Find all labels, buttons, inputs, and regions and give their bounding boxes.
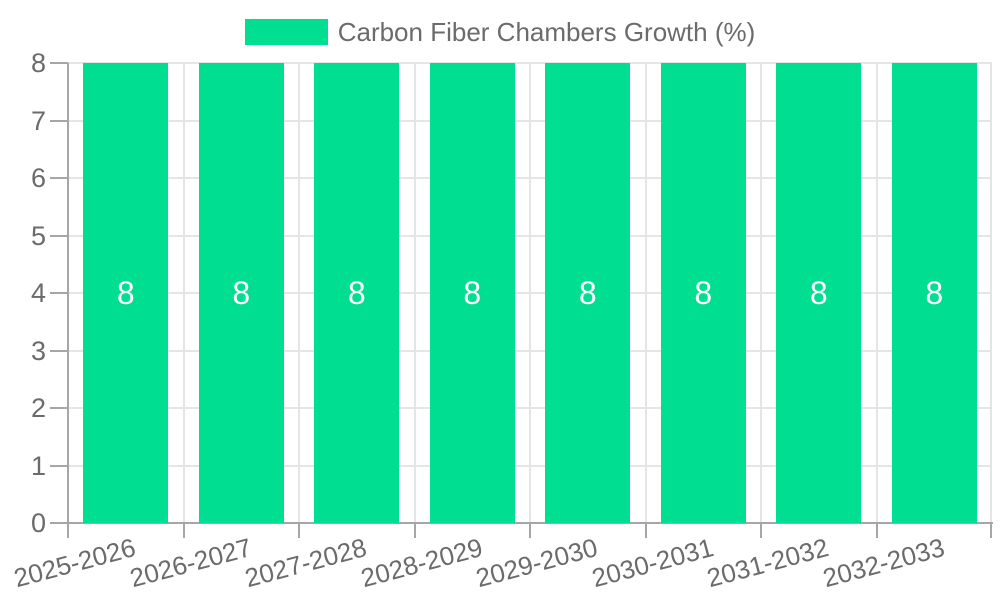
gridline-v xyxy=(875,63,878,523)
x-tick-mark xyxy=(298,523,300,538)
y-axis-label: 7 xyxy=(30,105,46,136)
gridline-v xyxy=(990,63,992,523)
x-axis-label: 2028-2029 xyxy=(357,532,486,594)
legend-label: Carbon Fiber Chambers Growth (%) xyxy=(337,17,756,47)
x-axis-label: 2027-2028 xyxy=(242,532,370,594)
x-axis-label: 2032-2033 xyxy=(819,532,948,594)
y-axis-label: 0 xyxy=(30,508,46,538)
x-axis-label: 2030-2031 xyxy=(588,532,717,594)
y-axis-label: 6 xyxy=(30,163,46,193)
y-axis-label: 3 xyxy=(30,335,46,366)
y-tick-mark xyxy=(50,62,68,64)
gridline-v xyxy=(413,63,416,523)
y-tick-mark xyxy=(50,234,68,237)
gridline-v xyxy=(529,63,531,523)
bar-value-label: 8 xyxy=(232,274,251,311)
bar-2031-2032[interactable]: 8 xyxy=(776,63,862,523)
bar-value-label: 8 xyxy=(578,274,597,311)
bar-2026-2027[interactable]: 8 xyxy=(198,63,284,523)
x-axis-line xyxy=(67,522,993,524)
bar-value-label: 8 xyxy=(809,274,828,311)
x-axis-label: 2026-2027 xyxy=(126,532,255,594)
bar-2028-2029[interactable]: 8 xyxy=(429,63,515,523)
legend-swatch-icon xyxy=(244,19,328,45)
x-tick-mark xyxy=(760,523,762,538)
legend-item[interactable]: Carbon Fiber Chambers Growth (%) xyxy=(0,19,1000,45)
x-tick-mark xyxy=(182,523,185,538)
bar-value-label: 8 xyxy=(925,274,944,311)
x-axis-label: 2031-2032 xyxy=(704,532,832,594)
x-tick-mark xyxy=(529,523,531,538)
x-tick-mark xyxy=(644,523,647,538)
bar-2027-2028[interactable]: 8 xyxy=(314,63,400,523)
bar-value-label: 8 xyxy=(463,274,482,311)
gridline-v xyxy=(182,63,185,523)
bar-2030-2031[interactable]: 8 xyxy=(660,63,746,523)
x-tick-mark xyxy=(990,523,992,538)
y-tick-mark xyxy=(50,177,68,179)
gridline-v xyxy=(298,63,300,523)
x-axis-label: 2025-2026 xyxy=(11,532,139,594)
y-tick-mark xyxy=(50,407,68,409)
y-axis-line xyxy=(67,63,69,538)
gridline-v xyxy=(644,63,647,523)
y-axis-label: 8 xyxy=(30,48,46,78)
bar-2025-2026[interactable]: 8 xyxy=(83,63,169,523)
y-axis-label: 1 xyxy=(30,450,46,481)
bar-value-label: 8 xyxy=(347,274,366,311)
bar-2032-2033[interactable]: 8 xyxy=(891,63,977,523)
x-axis-label: 2029-2030 xyxy=(473,532,601,594)
y-tick-mark xyxy=(50,292,68,294)
y-axis-label: 2 xyxy=(30,393,46,423)
x-tick-mark xyxy=(875,523,878,538)
bar-value-label: 8 xyxy=(116,274,135,311)
y-axis-label: 4 xyxy=(30,278,46,308)
y-tick-mark xyxy=(50,464,68,467)
bar-2029-2030[interactable]: 8 xyxy=(545,63,631,523)
y-tick-mark xyxy=(50,522,68,524)
y-tick-mark xyxy=(50,119,68,122)
y-axis-label: 5 xyxy=(30,220,46,251)
x-tick-mark xyxy=(413,523,416,538)
gridline-v xyxy=(760,63,762,523)
bar-value-label: 8 xyxy=(694,274,713,311)
y-tick-mark xyxy=(50,349,68,352)
